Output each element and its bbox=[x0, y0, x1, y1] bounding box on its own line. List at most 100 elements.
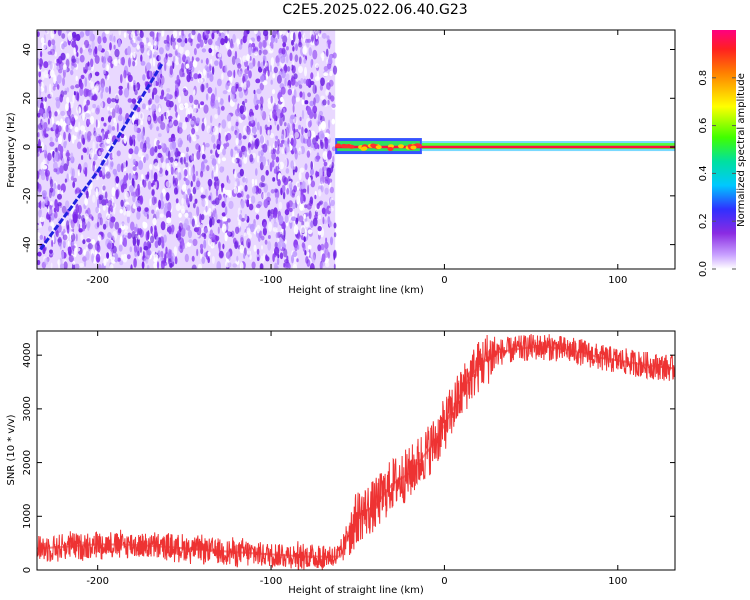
noise-speckle bbox=[172, 175, 175, 185]
noise-speckle bbox=[91, 216, 94, 221]
snr-y-ticks: 0 1000 2000 3000 4000 bbox=[22, 342, 675, 573]
noise-speckle bbox=[106, 97, 112, 104]
noise-speckle bbox=[148, 243, 152, 249]
noise-speckle bbox=[113, 35, 116, 43]
noise-speckle bbox=[294, 132, 300, 139]
noise-speckle bbox=[226, 80, 231, 87]
noise-speckle bbox=[232, 158, 237, 164]
spectrogram-y-tick-label: 20 bbox=[22, 92, 33, 105]
noise-speckle bbox=[90, 81, 94, 89]
noise-speckle bbox=[210, 154, 216, 160]
noise-speckle bbox=[298, 31, 302, 40]
noise-speckle bbox=[68, 102, 71, 112]
noise-speckle bbox=[103, 258, 107, 266]
noise-speckle bbox=[246, 194, 250, 200]
colorbar-ticks: 0.0 0.2 0.4 0.6 0.8 bbox=[698, 70, 736, 277]
noise-speckle bbox=[254, 178, 258, 187]
noise-speckle bbox=[232, 263, 238, 268]
noise-speckle bbox=[278, 215, 284, 225]
colorbar-tick-label: 0.8 bbox=[698, 70, 709, 86]
noise-speckle bbox=[48, 110, 52, 119]
noise-speckle bbox=[70, 69, 74, 76]
noise-speckle bbox=[72, 260, 76, 265]
noise-speckle bbox=[275, 165, 280, 175]
noise-speckle bbox=[197, 263, 202, 269]
noise-speckle bbox=[123, 237, 127, 247]
noise-speckle bbox=[257, 188, 262, 194]
noise-speckle bbox=[153, 80, 156, 87]
noise-speckle bbox=[286, 31, 289, 38]
noise-speckle bbox=[262, 49, 268, 55]
noise-speckle bbox=[41, 190, 47, 198]
noise-speckle bbox=[276, 103, 279, 113]
noise-speckle bbox=[140, 54, 143, 63]
noise-speckle bbox=[117, 227, 122, 234]
noise-speckle bbox=[153, 162, 159, 170]
noise-speckle bbox=[54, 211, 58, 219]
noise-speckle bbox=[219, 59, 223, 69]
noise-speckle bbox=[219, 219, 223, 229]
noise-speckle bbox=[205, 93, 209, 101]
noise-speckle bbox=[39, 63, 42, 70]
noise-speckle bbox=[59, 165, 64, 174]
noise-speckle bbox=[137, 234, 141, 240]
noise-speckle bbox=[291, 95, 296, 105]
noise-speckle bbox=[234, 181, 237, 188]
noise-speckle bbox=[154, 225, 157, 231]
noise-speckle bbox=[169, 156, 174, 163]
noise-speckle bbox=[57, 30, 62, 37]
noise-speckle bbox=[113, 203, 117, 209]
noise-speckle bbox=[226, 114, 232, 122]
noise-speckle bbox=[111, 153, 114, 159]
noise-speckle bbox=[285, 126, 290, 137]
noise-speckle bbox=[225, 251, 231, 259]
noise-speckle bbox=[165, 43, 170, 51]
noise-speckle bbox=[149, 163, 153, 170]
noise-speckle bbox=[262, 227, 267, 236]
noise-speckle bbox=[260, 175, 266, 183]
noise-speckle bbox=[103, 122, 107, 127]
noise-speckle bbox=[79, 82, 84, 90]
noise-speckle bbox=[79, 31, 85, 38]
noise-speckle bbox=[130, 221, 135, 231]
noise-speckle bbox=[242, 135, 247, 140]
noise-speckle bbox=[128, 173, 132, 181]
noise-speckle bbox=[179, 140, 183, 145]
noise-speckle bbox=[54, 147, 58, 152]
noise-speckle bbox=[76, 219, 80, 227]
noise-speckle bbox=[190, 154, 194, 161]
noise-speckle bbox=[275, 156, 280, 163]
noise-speckle bbox=[235, 137, 239, 146]
noise-speckle bbox=[221, 157, 227, 162]
noise-speckle bbox=[298, 215, 304, 223]
noise-speckle bbox=[276, 74, 282, 84]
snr-y-tick-label: 1000 bbox=[22, 504, 33, 529]
noise-speckle bbox=[221, 72, 224, 80]
noise-speckle bbox=[260, 149, 264, 156]
noise-speckle bbox=[166, 162, 170, 172]
noise-speckle bbox=[281, 175, 287, 183]
noise-speckle bbox=[247, 250, 251, 255]
noise-speckle bbox=[270, 79, 273, 85]
noise-speckle bbox=[208, 207, 212, 217]
noise-speckle bbox=[57, 188, 60, 196]
noise-speckle bbox=[157, 145, 162, 150]
noise-speckle bbox=[299, 116, 302, 122]
noise-speckle bbox=[261, 144, 265, 149]
noise-speckle bbox=[193, 154, 196, 161]
noise-speckle bbox=[86, 135, 91, 143]
noise-speckle bbox=[248, 145, 252, 154]
noise-speckle bbox=[195, 57, 200, 62]
noise-speckle bbox=[189, 69, 192, 80]
noise-speckle bbox=[301, 109, 305, 120]
noise-speckle bbox=[50, 30, 55, 39]
noise-speckle bbox=[225, 189, 231, 196]
noise-speckle bbox=[149, 50, 152, 56]
noise-speckle bbox=[145, 153, 149, 161]
spectrogram-y-tick-label: -20 bbox=[22, 188, 33, 204]
noise-speckle bbox=[57, 258, 61, 269]
noise-speckle bbox=[112, 168, 118, 175]
noise-speckle bbox=[301, 181, 307, 191]
noise-speckle bbox=[306, 38, 312, 43]
noise-speckle bbox=[37, 259, 41, 266]
